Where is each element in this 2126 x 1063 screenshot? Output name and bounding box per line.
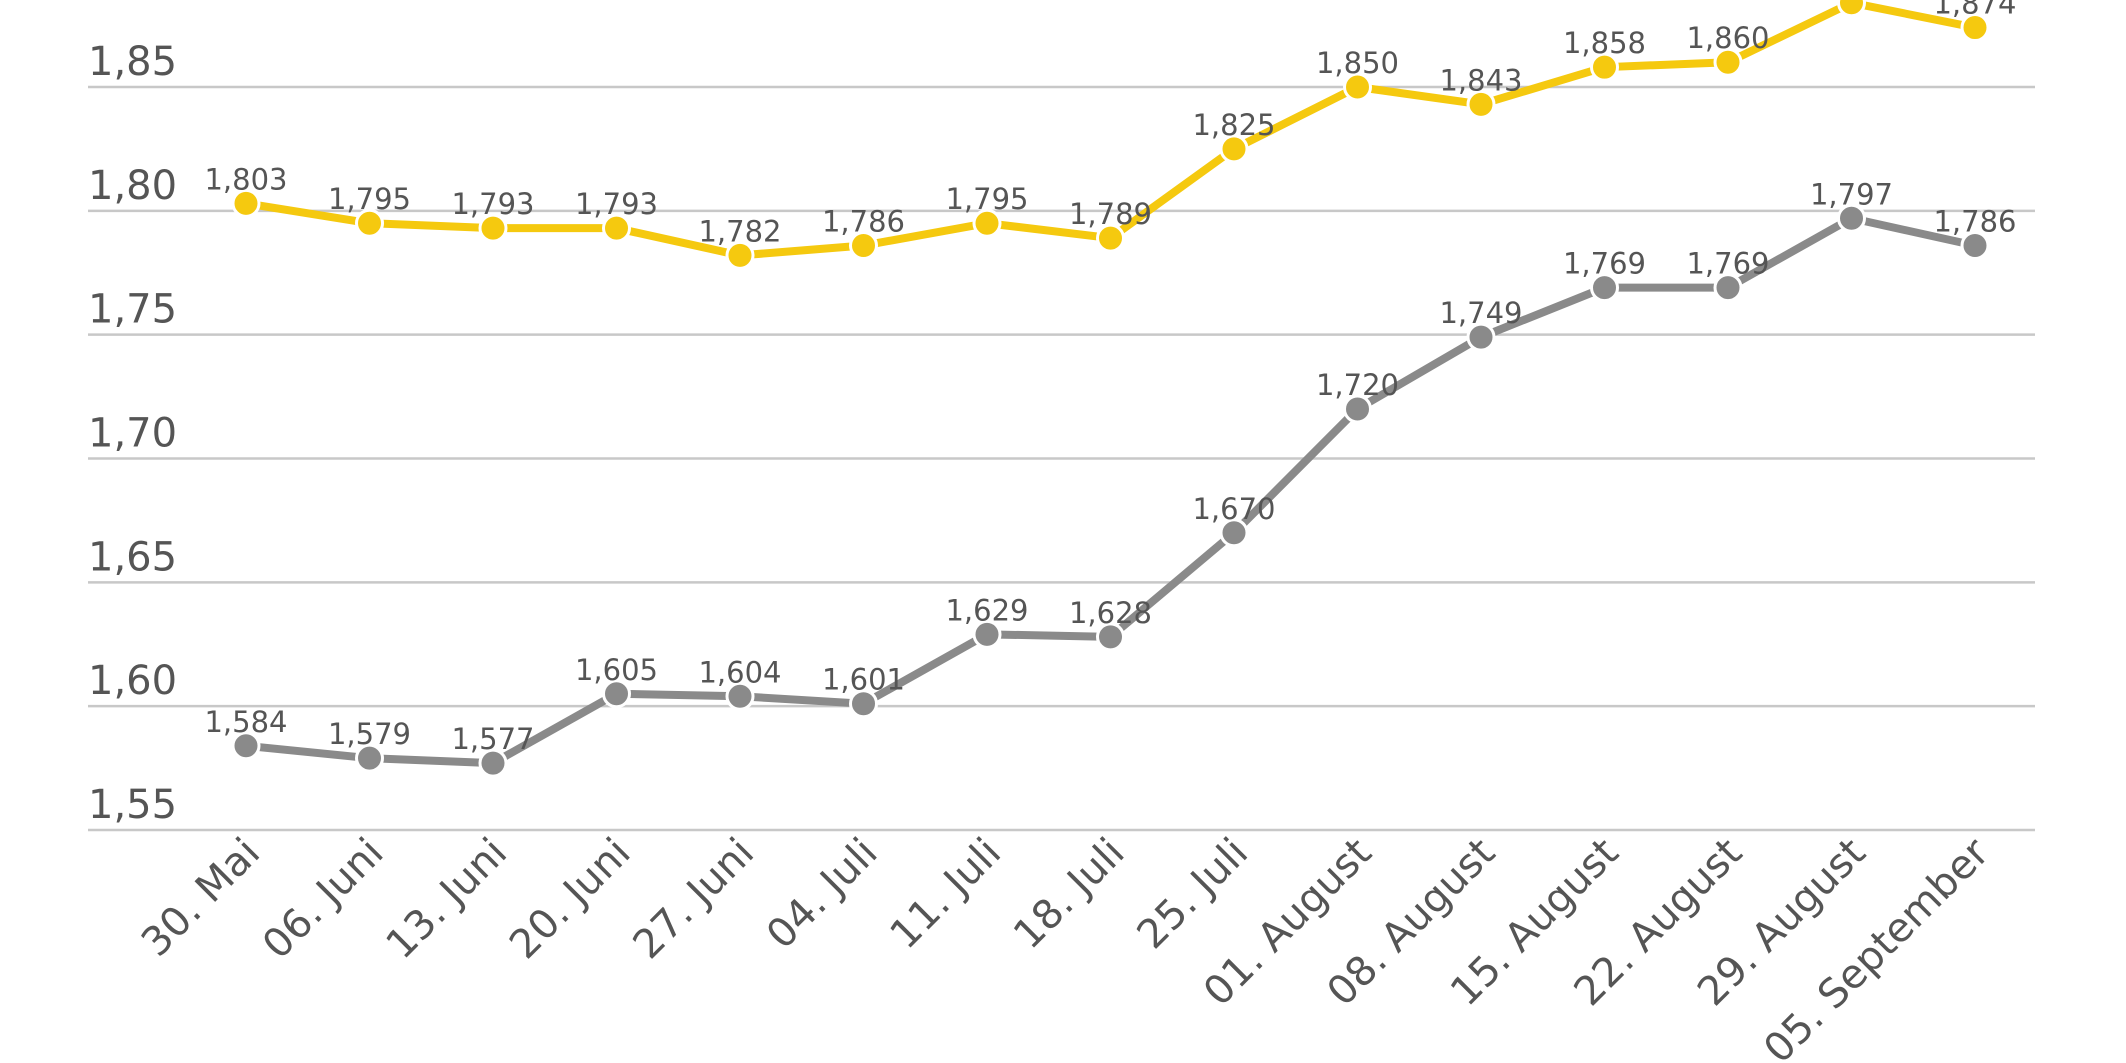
data-labels: 1,803 1,795 1,793 1,793 1,782 1,786 1,795 1,789…: [204, 0, 2016, 756]
yellow-series-point: [231, 188, 261, 218]
gray-series-point: [1590, 273, 1619, 303]
yellow-series-point: [355, 208, 384, 238]
gray-series-point: [1960, 231, 1990, 261]
yellow-series-data-label: 1,789: [1069, 197, 1152, 231]
yellow-series-data-label: 1,858: [1563, 26, 1646, 60]
gray-series-data-label: 1,670: [1192, 492, 1275, 526]
yellow-series-point: [1960, 13, 1990, 43]
yellow-series-data-label: 1,850: [1316, 46, 1399, 80]
gray-series-point: [602, 679, 631, 709]
yellow-series-data-label: 1,782: [698, 214, 781, 248]
x-tick-label: 05. September: [1755, 829, 1998, 1063]
gray-series-point: [1713, 273, 1743, 303]
yellow-series-point: [849, 231, 878, 261]
yellow-series-point: [478, 213, 508, 243]
gray-series-point: [725, 681, 755, 711]
gray-series-data-label: 1,769: [1563, 247, 1646, 281]
yellow-series-point: [972, 208, 1002, 238]
x-tick-label: 20. Juni: [501, 830, 640, 969]
yellow-series-point: [1096, 223, 1125, 253]
gray-series-data-label: 1,720: [1316, 368, 1399, 402]
gray-series-data-label: 1,786: [1933, 205, 2016, 239]
gray-series-data-label: 1,769: [1686, 247, 1769, 281]
yellow-series-data-label: 1,803: [204, 162, 287, 196]
yellow-series-data-label: 1,793: [451, 187, 534, 221]
gray-series-data-label: 1,628: [1069, 596, 1152, 630]
yellow-series-point: [1837, 0, 1866, 18]
gray-series-point: [849, 689, 878, 719]
gray-series-point: [478, 748, 508, 778]
yellow-series-data-label: 1,795: [328, 182, 411, 216]
gray-series-point: [1343, 394, 1372, 424]
yellow-series-data-label: 1,795: [945, 182, 1028, 216]
yellow-series-point: [1343, 72, 1372, 102]
y-tick-label: 1,75: [88, 287, 177, 333]
gray-series-point: [231, 731, 261, 761]
x-tick-label: 13. Juni: [378, 830, 517, 969]
gray-series-point: [1466, 322, 1496, 352]
y-tick-label: 1,70: [88, 411, 177, 457]
yellow-series-point: [1590, 52, 1619, 82]
yellow-series-data-label: 1,843: [1439, 63, 1522, 97]
yellow-series-data-label: 1,825: [1192, 108, 1275, 142]
yellow-series-data-label: 1,793: [575, 187, 658, 221]
gray-series-point: [972, 619, 1002, 649]
x-tick-label: 27. Juni: [625, 830, 764, 969]
y-tick-label: 1,65: [88, 534, 177, 580]
gray-series-data-label: 1,579: [328, 717, 411, 751]
y-tick-label: 1,80: [88, 163, 177, 209]
y-tick-label: 1,85: [88, 39, 177, 85]
x-tick-label: 18. Juli: [1005, 830, 1133, 958]
gray-series-point: [1837, 203, 1866, 233]
gray-series-data-label: 1,604: [698, 655, 781, 689]
gridlines: [88, 85, 2035, 832]
gray-series-data-label: 1,629: [945, 593, 1028, 627]
gray-series-data-label: 1,601: [822, 663, 905, 697]
gray-series-point: [1219, 518, 1249, 548]
yellow-series-data-label: 1,786: [822, 205, 905, 239]
gray-series-data-label: 1,605: [575, 653, 658, 687]
gray-series-line: [242, 214, 1979, 768]
x-tick-label: 04. Juli: [758, 830, 886, 958]
gray-series-point: [355, 743, 384, 773]
gray-series-data-label: 1,749: [1439, 296, 1522, 330]
yellow-series-data-label: 1,860: [1686, 21, 1769, 55]
gray-series-data-label: 1,577: [451, 722, 534, 756]
yellow-series-data-label: 1,874: [1933, 0, 2016, 21]
yellow-series-point: [725, 240, 755, 270]
x-tick-label: 06. Juni: [254, 830, 393, 969]
gray-series-data-label: 1,584: [204, 705, 287, 739]
gray-series-point: [1096, 622, 1125, 652]
x-tick-label: 11. Juli: [882, 830, 1010, 958]
y-tick-label: 1,55: [88, 782, 177, 828]
x-tick-label: 30. Mai: [133, 830, 269, 966]
yellow-series-point: [1713, 47, 1743, 77]
gray-series-data-label: 1,797: [1810, 177, 1893, 211]
y-axis-ticks: 1,55 1,60 1,65 1,70 1,75 1,80 1,85: [88, 39, 177, 828]
yellow-series-point: [1466, 89, 1496, 119]
series-lines: [231, 0, 1990, 778]
yellow-series-point: [602, 213, 631, 243]
yellow-series-point: [1219, 134, 1249, 164]
y-tick-label: 1,60: [88, 658, 177, 704]
